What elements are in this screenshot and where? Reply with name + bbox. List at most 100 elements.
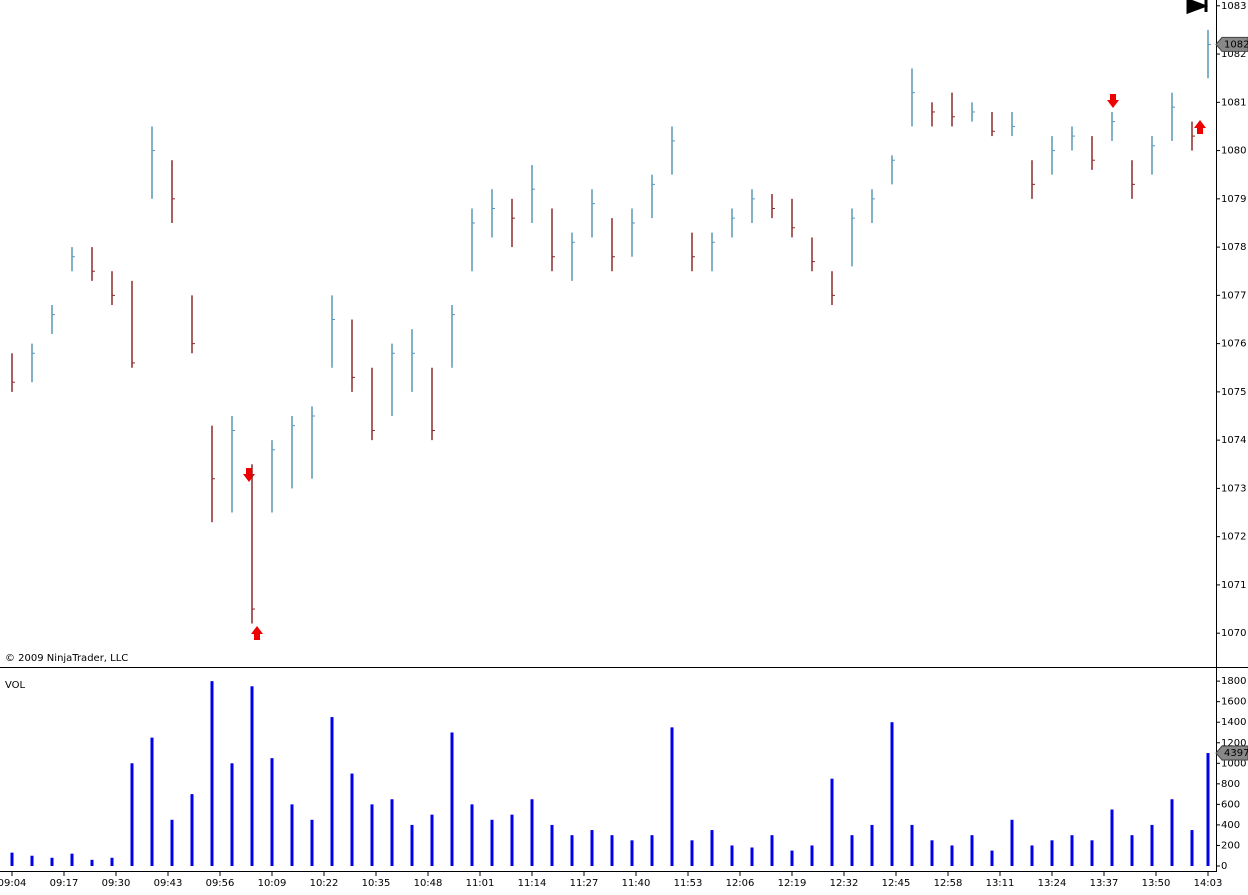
- volume-bar: [1190, 830, 1194, 866]
- volume-bar: [650, 835, 654, 866]
- volume-bar: [990, 850, 994, 866]
- volume-bar: [430, 814, 434, 866]
- volume-bar: [670, 727, 674, 866]
- volume-bar: [910, 824, 914, 866]
- y-tick-label: 1400: [1221, 717, 1246, 728]
- x-tick-label: 13:37: [1090, 878, 1119, 889]
- volume-bar: [510, 814, 514, 866]
- volume-bar: [710, 830, 714, 866]
- buy-arrow: [251, 626, 263, 640]
- x-tick-label: 10:35: [362, 878, 391, 889]
- volume-bar: [30, 855, 34, 866]
- volume-bar: [370, 804, 374, 866]
- volume-bar: [1150, 824, 1154, 866]
- volume-bar: [410, 824, 414, 866]
- volume-bar: [570, 835, 574, 866]
- volume-bar: [970, 835, 974, 866]
- x-tick-label: 11:14: [518, 878, 547, 889]
- volume-bar: [790, 850, 794, 866]
- x-tick-label: 09:56: [206, 878, 235, 889]
- volume-bar: [890, 722, 894, 866]
- x-tick-label: 09:17: [50, 878, 79, 889]
- volume-bar: [110, 857, 114, 866]
- volume-bar: [750, 847, 754, 866]
- x-tick-label: 12:45: [882, 878, 911, 889]
- y-tick-label: 1075: [1221, 387, 1246, 398]
- volume-bar: [230, 763, 234, 866]
- volume-bar: [690, 840, 694, 866]
- volume-bar: [1130, 835, 1134, 866]
- volume-bar: [930, 840, 934, 866]
- volume-bar: [950, 845, 954, 866]
- x-tick-label: 10:48: [414, 878, 443, 889]
- volume-bar: [870, 824, 874, 866]
- y-tick-label: 1800: [1221, 676, 1246, 687]
- y-tick-label: 1000: [1221, 758, 1246, 769]
- last-price-label: 1082: [1224, 39, 1248, 50]
- volume-bar: [1170, 799, 1174, 866]
- y-tick-label: 0: [1221, 861, 1227, 872]
- y-tick-label: 1077: [1221, 290, 1246, 301]
- y-tick-label: 1070: [1221, 628, 1246, 639]
- volume-bar: [350, 773, 354, 866]
- x-tick-label: 12:19: [778, 878, 807, 889]
- y-tick-label: 1072: [1221, 532, 1246, 543]
- copyright: © 2009 NinjaTrader, LLC: [5, 653, 128, 664]
- x-tick-label: 12:06: [726, 878, 755, 889]
- volume-bar: [630, 840, 634, 866]
- y-tick-label: 1083: [1221, 1, 1246, 12]
- volume-bar: [330, 717, 334, 866]
- y-tick-label: 1073: [1221, 483, 1246, 494]
- volume-bar: [390, 799, 394, 866]
- volume-bar: [50, 857, 54, 866]
- x-tick-label: 10:22: [310, 878, 339, 889]
- volume-bar: [1050, 840, 1054, 866]
- scroll-end-icon[interactable]: [1186, 0, 1209, 15]
- volume-bar: [770, 835, 774, 866]
- volume-bar: [450, 732, 454, 866]
- y-tick-label: 1200: [1221, 738, 1246, 749]
- panel-title: VOL: [5, 680, 26, 691]
- y-tick-label: 1076: [1221, 339, 1246, 350]
- x-tick-label: 11:01: [466, 878, 495, 889]
- volume-bar: [610, 835, 614, 866]
- volume-bar: [1206, 753, 1210, 866]
- volume-bar: [530, 799, 534, 866]
- volume-bar: [830, 778, 834, 866]
- y-tick-label: 800: [1221, 779, 1240, 790]
- x-tick-label: 13:11: [986, 878, 1015, 889]
- volume-bar: [810, 845, 814, 866]
- x-tick-label: 12:58: [934, 878, 963, 889]
- volume-bar: [270, 758, 274, 866]
- x-tick-label: 11:53: [674, 878, 703, 889]
- volume-bar: [70, 853, 74, 866]
- y-tick-label: 1600: [1221, 697, 1246, 708]
- volume-bar: [90, 859, 94, 866]
- volume-bar: [190, 794, 194, 866]
- x-tick-label: 13:24: [1038, 878, 1067, 889]
- y-tick-label: 1080: [1221, 146, 1246, 157]
- volume-bar: [170, 819, 174, 866]
- x-tick-label: 09:43: [154, 878, 183, 889]
- sell-arrow: [1107, 94, 1119, 108]
- x-tick-label: 11:40: [622, 878, 651, 889]
- volume-bar: [1030, 845, 1034, 866]
- x-tick-label: 11:27: [570, 878, 599, 889]
- volume-bar: [130, 763, 134, 866]
- volume-bar: [490, 819, 494, 866]
- volume-bar: [1090, 840, 1094, 866]
- volume-bar: [730, 845, 734, 866]
- buy-arrow: [1194, 120, 1206, 134]
- y-tick-label: 1071: [1221, 580, 1246, 591]
- volume-bar: [250, 686, 254, 866]
- volume-bar: [210, 681, 214, 866]
- volume-bar: [1110, 809, 1114, 866]
- volume-bar: [10, 852, 14, 866]
- volume-bar: [1010, 819, 1014, 866]
- volume-bar: [1070, 835, 1074, 866]
- y-tick-label: 200: [1221, 840, 1240, 851]
- x-tick-label: 14:03: [1194, 878, 1223, 889]
- volume-bar: [310, 819, 314, 866]
